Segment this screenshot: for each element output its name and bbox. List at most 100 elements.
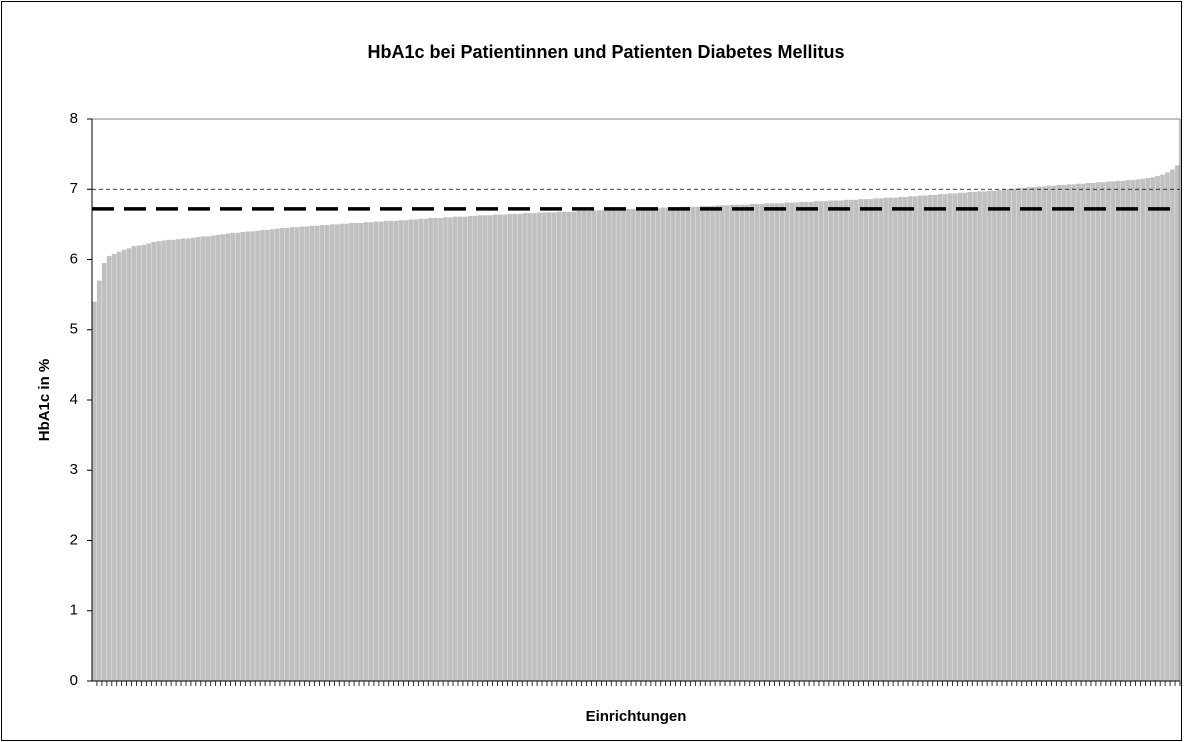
bar <box>1016 187 1022 681</box>
y-tick-label: 5 <box>70 321 78 338</box>
bar <box>462 216 468 681</box>
bar <box>418 218 424 681</box>
bar <box>171 239 176 681</box>
bar <box>106 255 112 682</box>
bar <box>413 219 419 681</box>
bar <box>1095 182 1101 681</box>
bar <box>581 211 587 681</box>
bar <box>779 203 785 682</box>
bar <box>759 204 765 681</box>
bar <box>1066 184 1071 681</box>
bar <box>176 239 181 681</box>
bar <box>893 197 898 681</box>
bar <box>1061 185 1066 681</box>
bar <box>309 225 315 681</box>
y-tick-label: 7 <box>70 180 78 197</box>
bar <box>195 237 201 681</box>
bar <box>294 227 300 681</box>
bar <box>878 198 883 681</box>
bar <box>1031 187 1037 681</box>
bar <box>354 222 359 681</box>
bar <box>1135 179 1141 682</box>
bar <box>532 213 537 681</box>
bar <box>284 227 290 681</box>
y-tick-label: 2 <box>70 531 78 548</box>
bar <box>749 204 755 681</box>
bar <box>571 211 577 682</box>
bar <box>161 240 166 681</box>
bar <box>527 213 532 681</box>
bar <box>299 226 305 682</box>
bar <box>843 199 849 681</box>
bar <box>675 207 681 681</box>
bar <box>977 191 982 682</box>
bar <box>467 215 473 681</box>
bar <box>1120 180 1126 681</box>
bar <box>650 208 656 681</box>
bar <box>403 220 409 681</box>
bar <box>1140 178 1146 681</box>
bar <box>611 209 616 681</box>
bar <box>626 208 631 682</box>
bar <box>245 231 250 681</box>
bar <box>408 219 414 681</box>
bar <box>1115 180 1121 681</box>
bar <box>230 232 236 681</box>
bar <box>96 280 102 681</box>
bar <box>660 207 666 681</box>
bar <box>631 208 636 682</box>
bar <box>260 229 265 681</box>
bar <box>898 196 903 682</box>
y-tick-label: 1 <box>70 602 78 619</box>
bar <box>591 210 597 681</box>
bar <box>448 217 453 681</box>
bar <box>1041 186 1047 681</box>
bar <box>690 206 696 681</box>
bar <box>942 194 948 682</box>
bar <box>190 237 196 681</box>
bar <box>1160 174 1165 681</box>
bar <box>695 206 700 681</box>
bar <box>725 205 730 681</box>
bar <box>655 208 661 681</box>
bar <box>92 301 97 681</box>
bar <box>1076 183 1081 681</box>
bar <box>457 216 463 681</box>
bar <box>225 233 231 681</box>
bar <box>121 249 127 682</box>
bar <box>1090 182 1096 682</box>
bar <box>705 206 710 682</box>
bar <box>858 199 864 681</box>
bar <box>833 200 839 682</box>
bar <box>739 204 745 681</box>
bar <box>433 218 438 682</box>
bar <box>1110 181 1116 681</box>
bar <box>220 234 226 681</box>
bar <box>982 191 987 682</box>
bar <box>601 210 607 681</box>
bar <box>799 201 804 681</box>
bar <box>992 190 997 681</box>
bar <box>304 226 310 682</box>
bar <box>1175 165 1180 682</box>
bar <box>235 232 241 681</box>
bar <box>497 214 503 682</box>
bar <box>962 192 968 681</box>
bar <box>250 231 255 681</box>
bar <box>443 217 448 681</box>
bar <box>398 220 404 681</box>
bar <box>205 236 211 681</box>
bar <box>912 196 918 681</box>
bar <box>270 229 275 682</box>
bar <box>789 202 794 681</box>
bar <box>586 211 592 681</box>
y-axis-label: HbA1c in % <box>36 359 53 442</box>
bar <box>274 228 280 681</box>
bar <box>512 213 518 681</box>
bar <box>126 248 132 681</box>
bar <box>210 235 216 682</box>
bar <box>764 203 770 682</box>
bar <box>423 218 428 681</box>
bar <box>141 244 147 681</box>
bar <box>482 215 488 681</box>
